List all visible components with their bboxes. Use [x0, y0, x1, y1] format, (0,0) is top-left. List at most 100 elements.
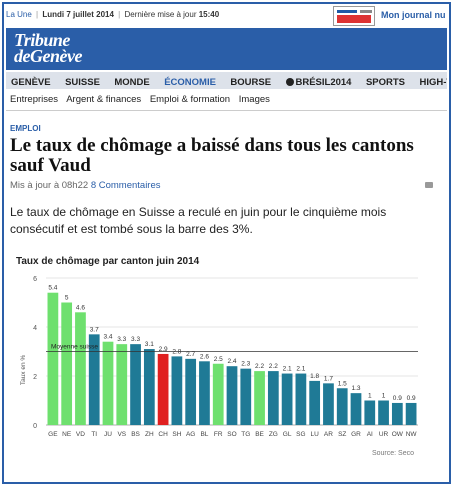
nav-item-bresil2014-label: BRÉSIL2014 — [295, 77, 352, 88]
value-label-vd: 4.6 — [76, 304, 85, 311]
x-tick-ge: GE — [48, 431, 58, 438]
value-label-bl: 2.6 — [200, 353, 209, 360]
bar-zg — [267, 371, 279, 425]
x-tick-ne: NE — [62, 431, 72, 438]
print-icon[interactable] — [425, 182, 433, 188]
x-tick-nw: NW — [406, 431, 418, 438]
x-tick-ag: AG — [186, 431, 195, 438]
y-tick-label: 0 — [33, 423, 37, 430]
bar-ag — [185, 358, 197, 425]
digital-journal-link[interactable]: Mon journal nu — [381, 10, 446, 20]
subnav-item-argent-finances[interactable]: Argent & finances — [66, 94, 142, 105]
x-tick-bs: BS — [131, 431, 140, 438]
chart-source: Source: Seco — [372, 450, 414, 457]
top-bar: La Une | Lundi 7 juillet 2014 | Dernière… — [6, 10, 220, 19]
value-label-nw: 0.9 — [407, 395, 416, 402]
nav-item-bresil2014[interactable]: BRÉSIL2014 — [281, 74, 357, 89]
la-une-link[interactable]: La Une — [6, 10, 32, 19]
x-tick-ow: OW — [392, 431, 404, 438]
bar-gr — [350, 393, 362, 425]
x-tick-tg: TG — [241, 431, 250, 438]
nav-item-economie[interactable]: ÉCONOMIE — [164, 77, 216, 88]
divider — [6, 110, 447, 111]
x-tick-sz: SZ — [338, 431, 346, 438]
y-tick-label: 4 — [33, 325, 37, 332]
subnav-item-entreprises[interactable]: Entreprises — [10, 94, 59, 105]
bar-sh — [171, 356, 183, 425]
subnav-item-images[interactable]: Images — [238, 94, 270, 105]
article-kicker[interactable]: EMPLOI — [10, 124, 41, 133]
digital-journal-thumbnail[interactable] — [333, 6, 375, 26]
football-icon — [285, 78, 294, 86]
value-label-ju: 3.4 — [103, 334, 112, 341]
value-label-sg: 2.1 — [296, 366, 305, 373]
value-label-ch: 2.9 — [159, 346, 168, 353]
y-tick-label: 6 — [33, 276, 37, 283]
value-label-ai: 1 — [368, 393, 372, 400]
bar-tg — [240, 368, 252, 425]
x-tick-be: BE — [255, 431, 264, 438]
nav-item-suisse[interactable]: SUISSE — [65, 77, 100, 88]
site-logo[interactable]: Tribune deGenève — [14, 30, 82, 65]
nav-item-sports[interactable]: SPORTS — [365, 77, 405, 88]
value-label-fr: 2.5 — [214, 356, 223, 363]
article-updated: Mis à jour à 08h22 — [10, 180, 89, 191]
logo-line-1: Tribune — [14, 30, 70, 50]
nav-item-bourse[interactable]: BOURSE — [230, 77, 272, 88]
x-tick-ar: AR — [324, 431, 333, 438]
bar-ch — [157, 353, 169, 425]
nav-item-geneve[interactable]: GENÈVE — [11, 77, 51, 88]
bar-bs — [130, 344, 141, 425]
article-lead: Le taux de chômage en Suisse a reculé en… — [10, 205, 387, 236]
bar-bl — [199, 361, 210, 425]
bar-vs — [116, 344, 128, 425]
reference-line-label: Moyenne suisse — [51, 344, 98, 351]
x-tick-zh: ZH — [145, 431, 154, 438]
value-label-ag: 2.7 — [186, 351, 195, 358]
bar-ju — [102, 341, 114, 425]
bar-sz — [336, 388, 348, 425]
comments-link[interactable]: 8 Commentaires — [90, 180, 161, 191]
x-tick-gl: GL — [283, 431, 292, 438]
bar-be — [254, 371, 265, 425]
bar-gl — [281, 373, 293, 425]
chart-title: Taux de chômage par canton juin 2014 — [16, 256, 200, 267]
nav-item-monde[interactable]: MONDE — [114, 77, 150, 88]
value-label-so: 2.4 — [227, 358, 236, 365]
x-tick-zg: ZG — [269, 431, 278, 438]
nav-item-high-tech[interactable]: HIGH-TEC — [419, 77, 447, 88]
value-label-ar: 1.7 — [324, 375, 333, 382]
value-label-gr: 1.3 — [351, 385, 360, 392]
bar-ai — [364, 400, 376, 425]
article-headline: Le taux de chômage a baissé dans tous le… — [10, 135, 414, 176]
subnav-item-emploi-formation[interactable]: Emploi & formation — [149, 94, 231, 105]
value-label-tg: 2.3 — [241, 361, 250, 368]
x-tick-sg: SG — [296, 431, 305, 438]
value-label-zg: 2.2 — [269, 363, 278, 370]
value-label-lu: 1.8 — [310, 373, 319, 380]
bar-ti — [88, 334, 100, 425]
site-header: Tribune deGenève — [6, 28, 447, 70]
value-label-zh: 3.1 — [145, 341, 154, 348]
y-axis-label: Taux en % — [20, 355, 27, 386]
bar-ar — [323, 383, 334, 425]
x-tick-ai: AI — [367, 431, 373, 438]
x-tick-ch: CH — [158, 431, 168, 438]
value-label-bs: 3.3 — [131, 336, 140, 343]
value-label-ur: 1 — [382, 393, 386, 400]
update-time: 15:40 — [198, 10, 220, 19]
x-tick-bl: BL — [200, 431, 208, 438]
x-tick-fr: FR — [214, 431, 223, 438]
x-tick-lu: LU — [311, 431, 320, 438]
x-tick-sh: SH — [172, 431, 181, 438]
article-meta: Mis à jour à 08h22 8 Commentaires — [10, 180, 161, 191]
current-date: Lundi 7 juillet 2014 — [42, 10, 114, 19]
x-tick-vd: VD — [76, 431, 85, 438]
x-tick-so: SO — [227, 431, 236, 438]
chart-bars — [47, 292, 417, 425]
sub-nav: Entreprises Argent & finances Emploi & f… — [10, 94, 276, 105]
x-tick-gr: GR — [351, 431, 361, 438]
bar-vd — [75, 312, 86, 425]
main-nav: GENÈVE SUISSE MONDE ÉCONOMIE BOURSE BRÉS… — [6, 72, 447, 89]
